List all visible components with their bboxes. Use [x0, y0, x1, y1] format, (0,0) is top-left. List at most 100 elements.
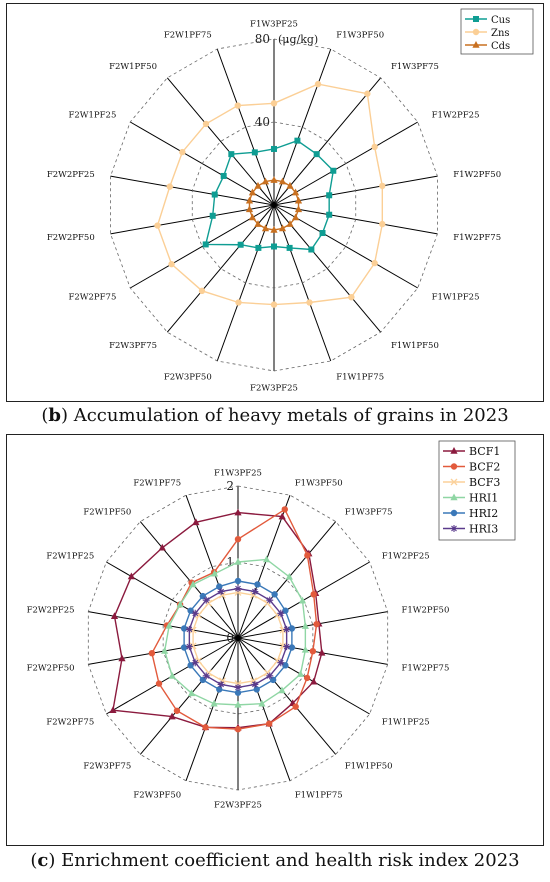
- c-point-hri3: [251, 680, 259, 688]
- b-legend-label: Cus: [491, 15, 510, 26]
- b-point-cus: [271, 243, 277, 250]
- c-category-label: F2W3PF75: [83, 762, 131, 772]
- b-point-cus: [271, 145, 277, 152]
- b-category-label: F2W3PF25: [250, 384, 298, 394]
- b-point-zns: [202, 120, 210, 128]
- c-category-label: F1W3PF25: [214, 469, 262, 479]
- panel-c-frame: 0 1 2 F1W3PF25 F1W3PF50 F1W3PF75 F1W2PF25 F1W2P…: [6, 434, 544, 846]
- c-point-bcf2: [292, 703, 299, 710]
- b-category-label: F1W2PF50: [453, 170, 501, 180]
- b-category-label: F2W3PF75: [109, 341, 157, 351]
- c-point-bcf1: [318, 648, 326, 656]
- c-category-label: F1W2PF50: [401, 606, 449, 616]
- c-series-hri3: [185, 585, 291, 691]
- b-category-label: F1W3PF75: [391, 62, 439, 72]
- c-point-hri2: [180, 625, 188, 632]
- c-point-bcf2: [202, 724, 209, 731]
- c-point-hri1: [301, 645, 309, 653]
- b-point-cus: [294, 137, 301, 144]
- c-spoke: [237, 521, 337, 639]
- b-point-cus: [220, 172, 227, 179]
- b-point-cus: [251, 149, 258, 156]
- c-series-bcf3: [189, 588, 287, 688]
- c-point-hri1: [234, 558, 242, 565]
- c-point-hri3: [217, 680, 225, 688]
- c-point-hri3: [234, 585, 242, 593]
- c-series-bcf1: [109, 508, 326, 731]
- b-point-cds: [248, 188, 257, 196]
- c-point-hri1: [187, 689, 196, 697]
- b-category-label: F1W2PF75: [453, 233, 501, 243]
- b-legend-marker: [472, 28, 480, 36]
- b-point-zns: [364, 90, 371, 97]
- c-point-hri3: [283, 625, 291, 633]
- c-category-label: F2W2PF75: [46, 718, 94, 728]
- c-legend: BCF1 BCF2 BCF3 HRI1 HRI2 HRI3: [438, 440, 516, 541]
- c-category-label: F2W3PF50: [133, 790, 181, 800]
- b-category-label: F1W3PF50: [336, 30, 384, 40]
- c-point-hri3: [234, 683, 242, 691]
- c-category-label: F1W1PF50: [345, 762, 393, 772]
- c-point-hri1: [161, 646, 169, 654]
- c-category-label: F2W1PF25: [46, 552, 94, 562]
- c-point-bcf2: [265, 720, 273, 727]
- caption-b-text: Accumulation of heavy metals of grains i…: [67, 405, 509, 426]
- b-category-label: F1W1PF75: [336, 373, 384, 383]
- c-series-hri1: [161, 555, 309, 708]
- b-legend: Cus Zns Cds: [460, 8, 534, 55]
- b-point-zns: [371, 259, 378, 267]
- c-point-hri2: [254, 581, 261, 588]
- c-category-label: F2W1PF50: [83, 507, 131, 517]
- b-point-cds: [286, 181, 294, 189]
- c-point-hri1: [258, 699, 266, 707]
- b-point-zns: [234, 102, 242, 109]
- c-point-hri2: [187, 607, 194, 614]
- c-point-hri1: [298, 596, 307, 604]
- c-point-bcf2: [303, 674, 311, 682]
- b-category-label: F1W3PF25: [250, 20, 298, 30]
- b-category-label: F2W1PF25: [68, 111, 116, 121]
- b-point-cds: [286, 220, 294, 227]
- b-tick-label: 40: [255, 115, 270, 129]
- b-point-zns: [371, 143, 378, 151]
- c-category-label: F2W1PF75: [133, 479, 181, 489]
- c-point-hri3: [277, 659, 285, 667]
- c-point-hri2: [187, 662, 194, 669]
- b-point-cds: [291, 213, 300, 221]
- b-grid-ring: [110, 38, 438, 372]
- b-spoke: [166, 77, 275, 206]
- b-spoke: [273, 48, 332, 206]
- b-point-cds: [270, 176, 278, 183]
- c-point-hri3: [266, 596, 274, 604]
- c-point-hri2: [234, 577, 242, 585]
- b-category-label: F1W2PF25: [432, 111, 480, 121]
- c-grid-ring: [87, 485, 389, 791]
- c-point-bcf2: [234, 726, 242, 733]
- c-point-hri1: [165, 621, 173, 629]
- b-point-cus: [326, 211, 333, 218]
- c-point-hri3: [185, 643, 193, 651]
- c-point-hri3: [251, 588, 259, 596]
- c-point-hri1: [168, 672, 176, 679]
- c-category-label: F1W1PF75: [295, 790, 343, 800]
- c-point-hri1: [176, 600, 184, 608]
- c-legend-marker: [450, 493, 458, 501]
- c-point-bcf1: [109, 706, 117, 713]
- b-point-cds: [291, 188, 300, 196]
- b-point-cds: [261, 224, 270, 232]
- caption-c-text: Enrichment coefficient and health risk i…: [55, 850, 520, 871]
- c-point-bcf3: [250, 591, 258, 599]
- b-spoke: [273, 77, 382, 206]
- b-legend-marker: [473, 16, 479, 22]
- c-tick-label: 2: [226, 479, 234, 493]
- b-point-zns: [270, 301, 278, 308]
- b-point-zns: [179, 148, 186, 156]
- c-point-bcf2: [304, 552, 311, 559]
- c-point-hri1: [211, 569, 219, 577]
- b-point-cus: [330, 167, 337, 174]
- b-category-label: F1W1PF50: [391, 341, 439, 351]
- c-category-label: F2W2PF25: [27, 606, 75, 616]
- c-point-bcf1: [192, 518, 200, 526]
- c-point-bcf2: [148, 649, 156, 657]
